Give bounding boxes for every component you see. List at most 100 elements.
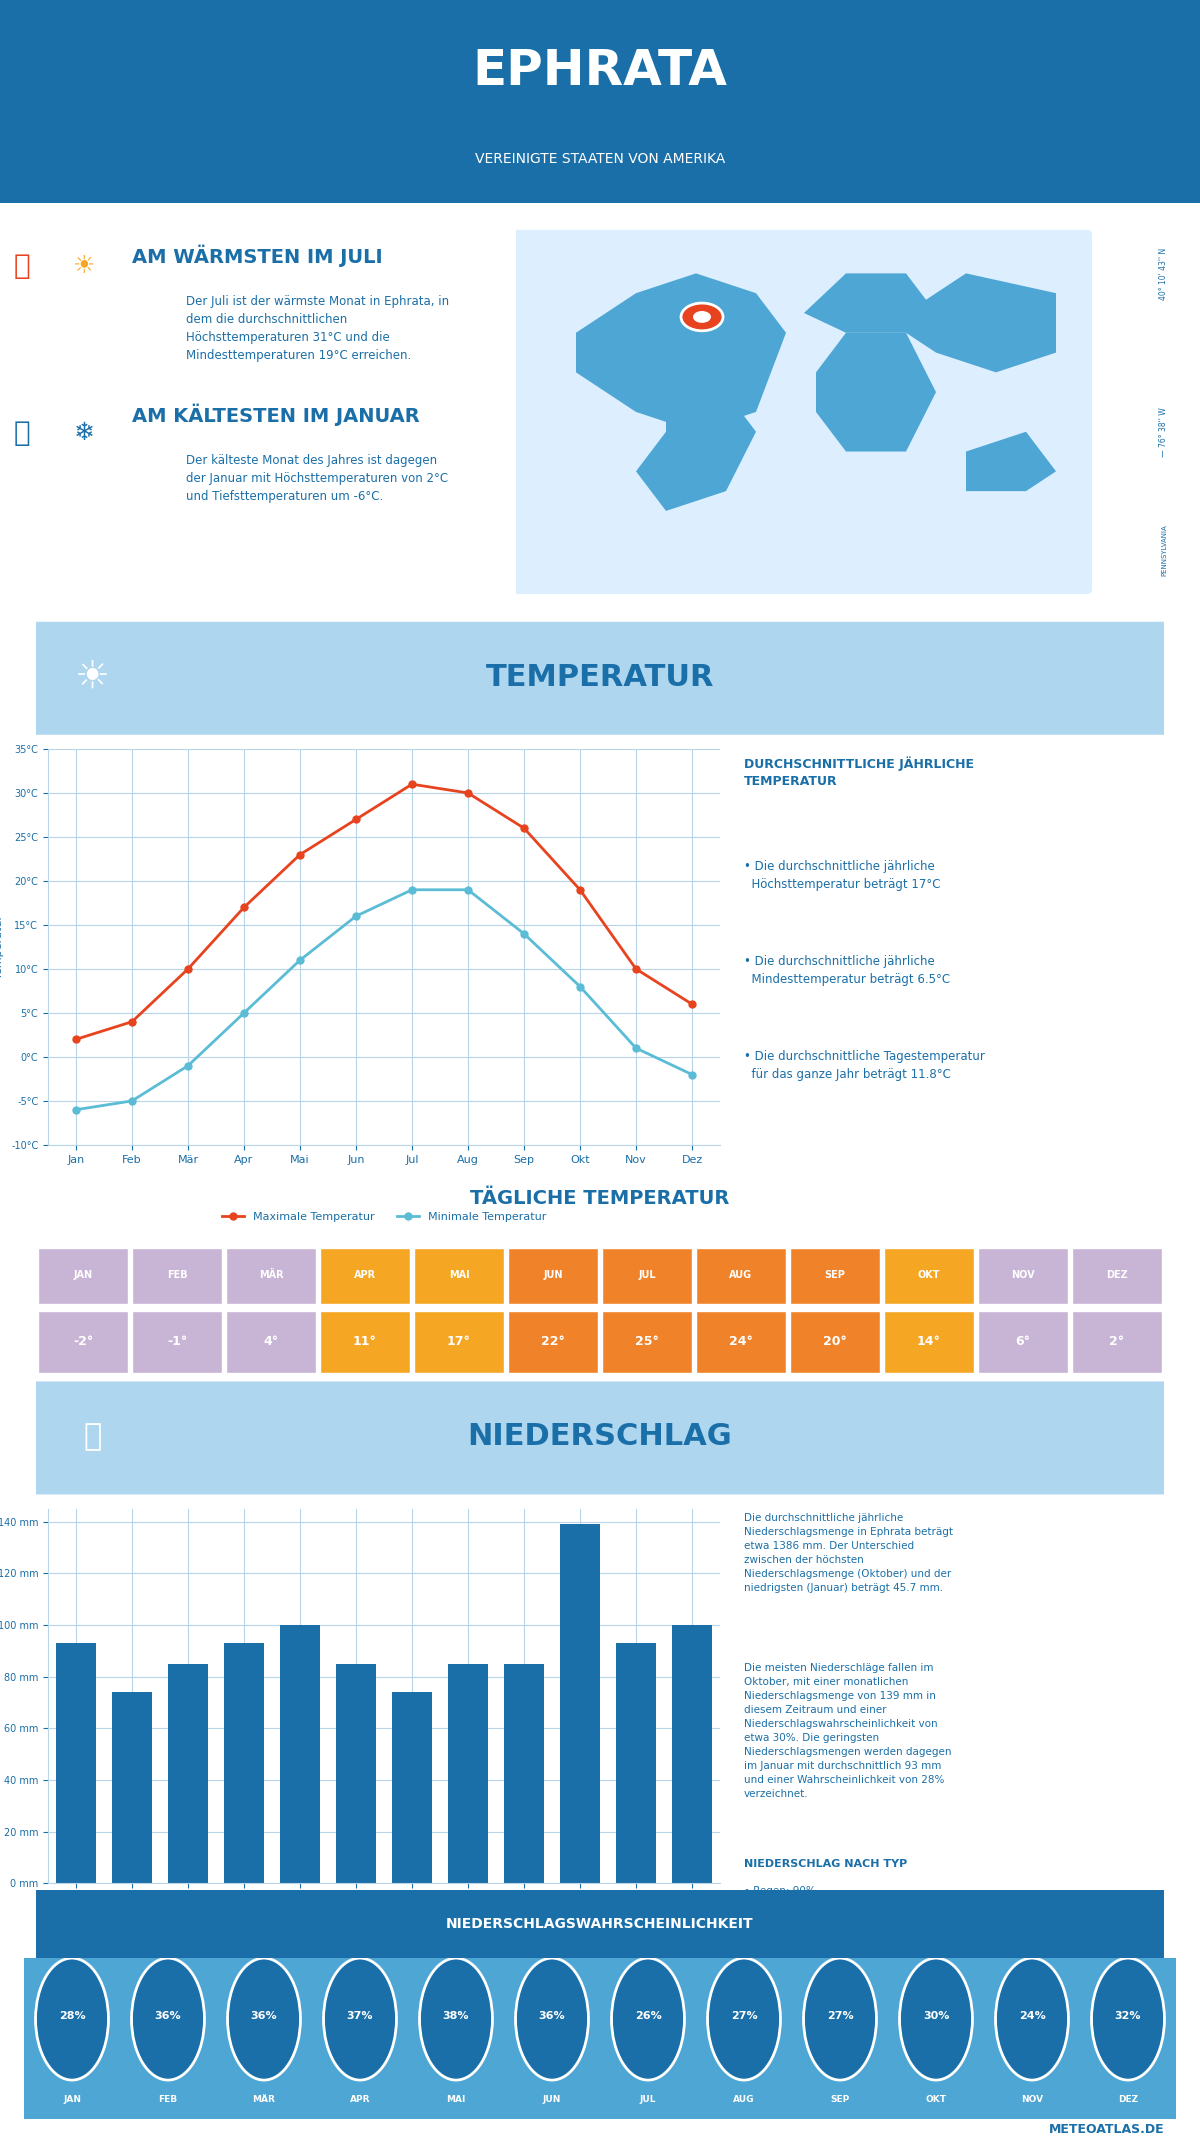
FancyBboxPatch shape [978, 1310, 1068, 1374]
FancyBboxPatch shape [696, 1248, 786, 1303]
FancyBboxPatch shape [132, 1248, 222, 1303]
Text: • Regen: 90%
• Schnee: 10%: • Regen: 90% • Schnee: 10% [744, 1885, 822, 1911]
FancyBboxPatch shape [414, 1310, 504, 1374]
FancyBboxPatch shape [38, 1248, 128, 1303]
Text: 26%: 26% [635, 2012, 661, 2020]
Text: 17°: 17° [448, 1335, 470, 1348]
Text: OKT: OKT [925, 2095, 947, 2104]
FancyBboxPatch shape [508, 1248, 598, 1303]
Bar [168, 1663, 208, 1883]
Text: Die durchschnittliche jährliche
Niederschlagsmenge in Ephrata beträgt
etwa 1386 : Die durchschnittliche jährliche Niedersc… [744, 1513, 953, 1592]
FancyBboxPatch shape [1072, 1248, 1162, 1303]
Text: JUL: JUL [638, 1269, 656, 1280]
FancyBboxPatch shape [1072, 1310, 1162, 1374]
Text: TEMPERATUR: TEMPERATUR [486, 663, 714, 691]
Text: 36%: 36% [251, 2012, 277, 2020]
FancyBboxPatch shape [0, 0, 1200, 203]
Text: APR: APR [354, 1269, 376, 1280]
FancyBboxPatch shape [978, 1248, 1068, 1303]
FancyBboxPatch shape [884, 1248, 974, 1303]
Circle shape [420, 1958, 492, 2080]
FancyBboxPatch shape [226, 1310, 316, 1374]
Polygon shape [816, 334, 936, 452]
Bar [336, 1663, 376, 1883]
FancyBboxPatch shape [13, 1382, 1187, 1494]
Text: FEB: FEB [167, 1269, 187, 1280]
Text: 38%: 38% [443, 2012, 469, 2020]
Text: 20°: 20° [823, 1335, 847, 1348]
Text: 24%: 24% [1019, 2012, 1045, 2020]
Text: 40° 10' 43'' N: 40° 10' 43'' N [1159, 248, 1169, 300]
Bar [392, 1693, 432, 1883]
Polygon shape [804, 274, 936, 334]
Bar [672, 1624, 712, 1883]
Bar [449, 1663, 487, 1883]
Text: — 76° 38'' W: — 76° 38'' W [1159, 407, 1169, 456]
Text: 24°: 24° [730, 1335, 752, 1348]
Text: 🌡: 🌡 [13, 419, 30, 447]
Legend: Maximale Temperatur, Minimale Temperatur: Maximale Temperatur, Minimale Temperatur [217, 1207, 551, 1226]
Text: PENNSYLVANIA: PENNSYLVANIA [1162, 524, 1166, 576]
FancyBboxPatch shape [790, 1248, 880, 1303]
Circle shape [804, 1958, 876, 2080]
FancyBboxPatch shape [510, 229, 1092, 595]
Text: SEP: SEP [830, 2095, 850, 2104]
Text: METEOATLAS.DE: METEOATLAS.DE [1049, 2123, 1164, 2136]
Text: JAN: JAN [73, 1269, 92, 1280]
Polygon shape [966, 432, 1056, 492]
Text: ⛅: ⛅ [83, 1423, 102, 1451]
FancyBboxPatch shape [132, 1310, 222, 1374]
Text: AUG: AUG [733, 2095, 755, 2104]
Text: NIEDERSCHLAG: NIEDERSCHLAG [468, 1423, 732, 1451]
Circle shape [708, 1958, 780, 2080]
Text: VEREINIGTE STAATEN VON AMERIKA: VEREINIGTE STAATEN VON AMERIKA [475, 152, 725, 165]
Text: Die meisten Niederschläge fallen im
Oktober, mit einer monatlichen
Niederschlags: Die meisten Niederschläge fallen im Okto… [744, 1663, 952, 1800]
Text: 28%: 28% [59, 2012, 85, 2020]
Text: 36%: 36% [155, 2012, 181, 2020]
Text: NIEDERSCHLAG NACH TYP: NIEDERSCHLAG NACH TYP [744, 1860, 907, 1868]
Text: DEZ: DEZ [1106, 1269, 1128, 1280]
Polygon shape [906, 274, 1056, 372]
Text: 2°: 2° [1110, 1335, 1124, 1348]
Text: AUG: AUG [730, 1269, 752, 1280]
Text: MÄR: MÄR [252, 2095, 276, 2104]
FancyBboxPatch shape [414, 1248, 504, 1303]
Text: SEP: SEP [824, 1269, 846, 1280]
Circle shape [996, 1958, 1068, 2080]
Text: FEB: FEB [158, 2095, 178, 2104]
Bar [617, 1644, 655, 1883]
Text: 🌡: 🌡 [13, 253, 30, 280]
Circle shape [324, 1958, 396, 2080]
Circle shape [36, 1958, 108, 2080]
Text: MAI: MAI [449, 1269, 469, 1280]
FancyBboxPatch shape [320, 1310, 410, 1374]
Text: -2°: -2° [73, 1335, 94, 1348]
Text: 25°: 25° [635, 1335, 659, 1348]
FancyBboxPatch shape [36, 1890, 1164, 1958]
Text: OKT: OKT [918, 1269, 941, 1280]
Text: ☀: ☀ [74, 659, 110, 696]
FancyBboxPatch shape [13, 623, 1187, 734]
FancyBboxPatch shape [884, 1310, 974, 1374]
Circle shape [612, 1958, 684, 2080]
FancyBboxPatch shape [602, 1310, 692, 1374]
Text: • Die durchschnittliche Tagestemperatur
  für das ganze Jahr beträgt 11.8°C: • Die durchschnittliche Tagestemperatur … [744, 1051, 985, 1081]
Text: APR: APR [349, 2095, 371, 2104]
Text: 22°: 22° [541, 1335, 565, 1348]
Text: 14°: 14° [917, 1335, 941, 1348]
Text: JAN: JAN [64, 2095, 82, 2104]
Text: -1°: -1° [167, 1335, 187, 1348]
Text: 11°: 11° [353, 1335, 377, 1348]
Circle shape [1092, 1958, 1164, 2080]
Bar [560, 1524, 600, 1883]
Bar [281, 1624, 319, 1883]
Text: MAI: MAI [446, 2095, 466, 2104]
Circle shape [516, 1958, 588, 2080]
Text: MÄR: MÄR [259, 1269, 283, 1280]
Text: 37%: 37% [347, 2012, 373, 2020]
Text: EPHRATA: EPHRATA [473, 47, 727, 94]
FancyBboxPatch shape [226, 1248, 316, 1303]
Text: NIEDERSCHLAGSWAHRSCHEINLICHKEIT: NIEDERSCHLAGSWAHRSCHEINLICHKEIT [446, 1917, 754, 1930]
Text: DEZ: DEZ [1118, 2095, 1138, 2104]
Bar [56, 1644, 96, 1883]
